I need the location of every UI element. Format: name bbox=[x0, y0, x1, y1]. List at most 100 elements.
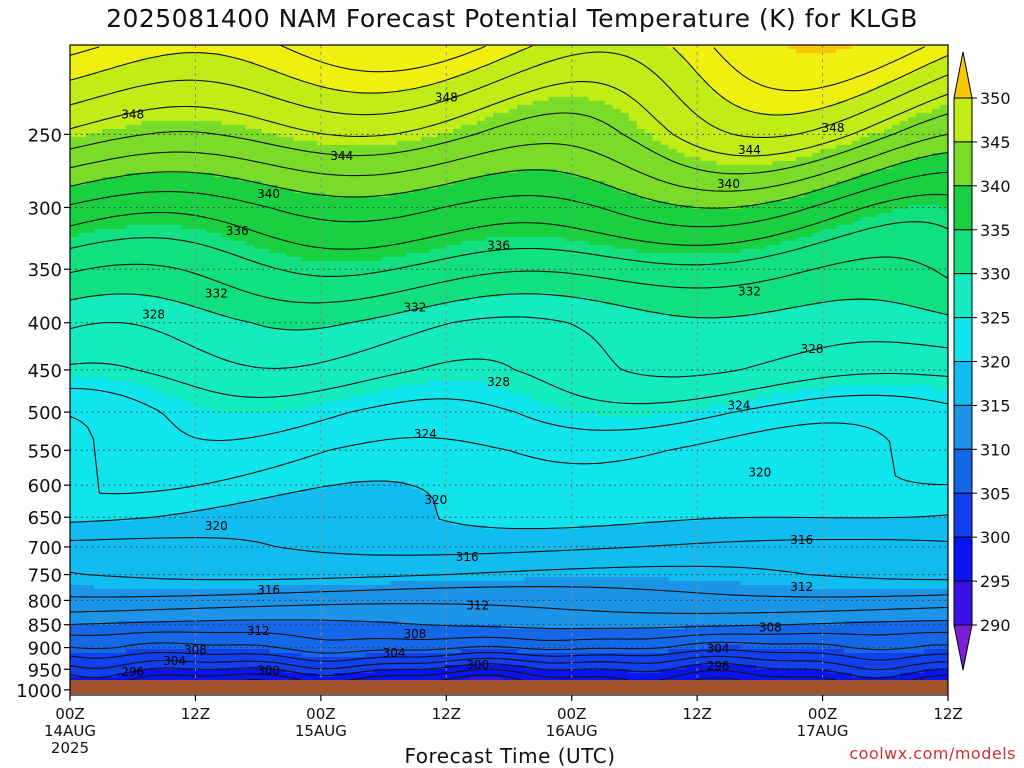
field-cell bbox=[70, 521, 79, 585]
field-cell bbox=[548, 629, 558, 653]
field-cell bbox=[165, 225, 175, 301]
y-tick-label: 500 bbox=[28, 403, 62, 424]
field-cell bbox=[381, 481, 390, 585]
field-cell bbox=[157, 121, 167, 173]
field-cell bbox=[381, 45, 390, 93]
field-cell bbox=[165, 121, 175, 173]
field-cell bbox=[860, 173, 869, 217]
field-cell bbox=[501, 389, 510, 529]
contour-label: 320 bbox=[424, 493, 447, 507]
field-cell bbox=[373, 45, 382, 93]
field-cell bbox=[756, 397, 765, 517]
colorbar-bottom-arrow bbox=[953, 624, 973, 671]
field-cell bbox=[365, 621, 374, 653]
field-cell bbox=[469, 297, 478, 381]
field-cell bbox=[684, 409, 694, 521]
field-cell bbox=[764, 397, 773, 517]
field-cell bbox=[293, 329, 303, 409]
y-tick-label: 800 bbox=[28, 591, 62, 612]
field-cell bbox=[453, 301, 462, 381]
field-cell bbox=[86, 233, 95, 297]
contour-label: 348 bbox=[121, 108, 144, 122]
field-cell bbox=[572, 45, 582, 97]
field-cell bbox=[668, 521, 678, 581]
field-cell bbox=[860, 517, 869, 589]
field-cell bbox=[109, 69, 119, 129]
field-cell bbox=[764, 245, 773, 313]
field-cell bbox=[748, 401, 758, 517]
field-cell bbox=[876, 677, 885, 680]
watermark-link[interactable]: coolwx.com/models bbox=[849, 744, 1016, 763]
field-cell bbox=[517, 45, 526, 49]
field-cell bbox=[908, 517, 917, 589]
field-cell bbox=[676, 45, 686, 53]
field-cell bbox=[764, 165, 773, 201]
field-cell bbox=[349, 673, 358, 680]
field-cell bbox=[381, 145, 390, 197]
field-cell bbox=[812, 153, 821, 189]
field-cell bbox=[844, 145, 853, 181]
field-cell bbox=[692, 209, 702, 253]
field-cell bbox=[501, 45, 510, 57]
field-cell bbox=[285, 329, 295, 409]
field-cell bbox=[269, 621, 279, 653]
colorbar-box bbox=[953, 317, 973, 363]
field-cell bbox=[540, 101, 550, 169]
field-cell bbox=[548, 577, 558, 629]
field-cell bbox=[900, 161, 909, 209]
field-cell bbox=[740, 585, 750, 625]
field-cell bbox=[556, 529, 566, 577]
field-cell bbox=[365, 585, 374, 621]
field-cell bbox=[764, 517, 773, 585]
field-cell bbox=[485, 649, 494, 665]
field-cell bbox=[501, 173, 510, 237]
field-cell bbox=[668, 205, 678, 253]
field-cell bbox=[485, 529, 494, 581]
field-cell bbox=[133, 385, 143, 517]
field-cell bbox=[652, 201, 662, 253]
field-cell bbox=[229, 589, 239, 621]
contour-label: 328 bbox=[487, 375, 510, 389]
field-cell bbox=[253, 325, 263, 413]
contour-label: 308 bbox=[184, 643, 207, 657]
field-cell bbox=[349, 321, 358, 397]
field-cell bbox=[285, 585, 295, 621]
field-cell bbox=[317, 329, 326, 405]
field-cell bbox=[828, 301, 837, 385]
field-cell bbox=[173, 397, 183, 513]
field-cell bbox=[245, 321, 255, 413]
colorbar-label: 310 bbox=[980, 440, 1011, 459]
field-cell bbox=[588, 653, 598, 669]
field-cell bbox=[261, 325, 271, 413]
field-cell bbox=[932, 45, 941, 61]
field-cell bbox=[133, 61, 143, 125]
field-cell bbox=[285, 653, 295, 673]
field-cell bbox=[748, 585, 758, 625]
field-cell bbox=[133, 517, 143, 589]
field-cell bbox=[301, 81, 311, 141]
ground-surface bbox=[70, 680, 948, 694]
contour-label: 316 bbox=[456, 550, 479, 564]
field-cell bbox=[78, 377, 87, 521]
field-cell bbox=[389, 389, 398, 481]
colorbar-label: 350 bbox=[980, 89, 1011, 108]
field-cell bbox=[285, 409, 295, 493]
field-cell bbox=[165, 45, 175, 53]
field-cell bbox=[317, 585, 326, 621]
field-cell bbox=[189, 405, 199, 513]
field-cell bbox=[644, 45, 654, 133]
field-cell bbox=[716, 517, 726, 581]
field-cell bbox=[732, 581, 742, 625]
field-cell bbox=[796, 517, 805, 585]
field-cell bbox=[413, 653, 422, 669]
field-cell bbox=[221, 413, 231, 505]
field-cell bbox=[652, 45, 662, 141]
field-cell bbox=[469, 45, 478, 69]
field-cell bbox=[309, 141, 319, 193]
field-cell bbox=[86, 73, 95, 133]
field-cell bbox=[453, 525, 462, 581]
field-cell bbox=[181, 229, 191, 305]
contour-label: 340 bbox=[257, 187, 280, 201]
field-cell bbox=[636, 129, 646, 197]
field-cell bbox=[860, 589, 869, 621]
